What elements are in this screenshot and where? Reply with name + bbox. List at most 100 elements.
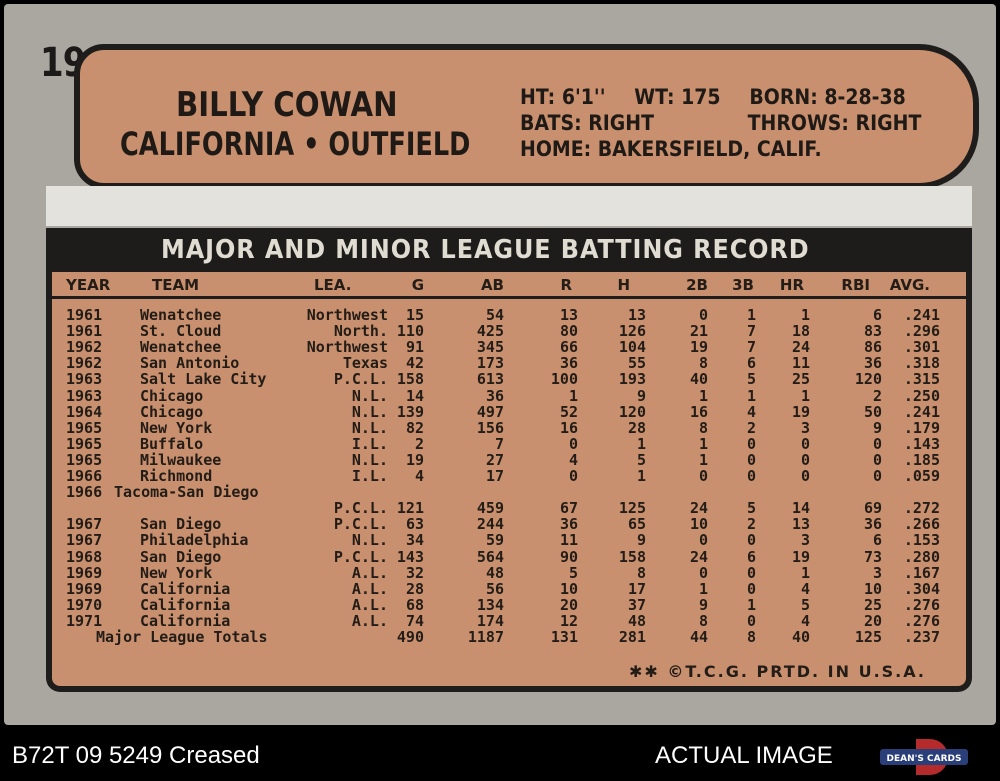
stat-cell: 1961: [66, 322, 103, 341]
column-header-rbi: RBI: [841, 276, 870, 294]
stat-cell: 100: [550, 370, 578, 389]
stat-cell: 1967: [66, 531, 103, 550]
team-position: CALIFORNIA • OUTFIELD: [120, 125, 471, 163]
stat-cell: 42: [405, 354, 424, 373]
totals-cell: 281: [618, 628, 646, 646]
stat-cell: 1: [698, 434, 708, 453]
column-header-lea: LEA.: [314, 276, 352, 294]
stat-cell: .143: [903, 434, 940, 453]
stat-cell: 125: [618, 499, 646, 518]
stat-cell: 24: [689, 547, 708, 566]
stat-cell: 14: [791, 499, 810, 518]
stat-cell: 10: [689, 515, 708, 534]
bio-height: HT: 6'1'': [520, 85, 606, 109]
stat-cell: 158: [618, 547, 646, 566]
stat-cell: 0: [746, 563, 756, 582]
stat-cell: 0: [800, 467, 810, 485]
stat-cell: .280: [903, 547, 940, 566]
stat-cell: 11: [559, 531, 578, 550]
stat-cell: .301: [903, 338, 940, 357]
stat-cell: 0: [746, 531, 756, 550]
stat-cell: 1: [800, 563, 810, 582]
stat-cell: 13: [559, 306, 578, 324]
stat-cell: 69: [863, 499, 882, 518]
bio-born: BORN: 8-28-38: [749, 85, 906, 109]
stat-cell: 10: [559, 579, 578, 598]
stat-cell: 16: [559, 418, 578, 437]
deans-cards-logo: DEAN'S CARDS: [880, 739, 968, 775]
stat-cell: 5: [636, 450, 646, 469]
stat-cell: 11: [791, 354, 810, 373]
stat-cell: N.L.: [351, 418, 388, 437]
totals-cell: 131: [550, 628, 578, 646]
stat-cell: California: [140, 595, 231, 614]
stat-cell: 36: [863, 354, 882, 373]
stat-cell: 36: [863, 515, 882, 534]
stat-cell: 9: [636, 386, 646, 405]
stat-cell: California: [140, 611, 231, 630]
stat-cell: 82: [405, 418, 424, 437]
stat-cell: Philadelphia: [140, 531, 249, 550]
stat-cell: 24: [689, 499, 708, 518]
stat-cell: 1971: [66, 611, 103, 630]
stat-cell: Texas: [342, 354, 388, 373]
stat-cell: 28: [405, 579, 424, 598]
stat-cell: .250: [903, 386, 940, 405]
stat-cell: 8: [636, 563, 646, 582]
baseball-card-back: 19 BILLY COWAN CALIFORNIA • OUTFIELD HT:…: [4, 4, 996, 725]
stat-cell: New York: [140, 563, 213, 582]
stat-cell: 1964: [66, 402, 103, 421]
stat-cell: 2: [414, 434, 424, 453]
stat-cell: 6: [872, 306, 882, 324]
stats-header-row: YEAR TEAM LEA. G AB R H 2B 3B HR RBI AVG.: [52, 272, 966, 299]
stat-cell: .241: [903, 402, 940, 421]
stat-cell: 19: [791, 547, 810, 566]
stat-cell: 54: [485, 306, 504, 324]
stat-cell: 25: [863, 595, 882, 614]
record-title-bar: MAJOR AND MINOR LEAGUE BATTING RECORD: [46, 228, 972, 272]
stat-cell: 0: [746, 611, 756, 630]
stat-cell: 4: [800, 579, 810, 598]
stat-cell: 20: [863, 611, 882, 630]
stat-cell: Northwest: [306, 338, 388, 357]
stat-cell: Northwest: [306, 306, 388, 324]
stat-cell: 40: [689, 370, 708, 389]
stat-cell: 66: [559, 338, 578, 357]
stat-cell: A.L.: [351, 563, 388, 582]
stat-cell: 1966: [66, 483, 103, 502]
stat-cell: .296: [903, 322, 940, 341]
stat-cell: California: [140, 579, 231, 598]
stat-cell: 56: [485, 579, 504, 598]
column-header-ab: AB: [480, 276, 504, 294]
stat-cell: Buffalo: [140, 434, 204, 453]
stat-cell: 21: [689, 322, 708, 341]
stat-cell: 0: [698, 467, 708, 485]
stat-cell: 1965: [66, 418, 103, 437]
totals-cell: 40: [791, 628, 810, 646]
stat-cell: 0: [698, 306, 708, 324]
stat-cell: 121: [396, 499, 424, 518]
column-header-2b: 2B: [686, 276, 708, 294]
record-title: MAJOR AND MINOR LEAGUE BATTING RECORD: [161, 235, 810, 265]
stat-cell: 8: [698, 354, 708, 373]
stat-cell: 7: [746, 338, 756, 357]
stat-cell: 17: [485, 467, 504, 485]
stat-cell: .266: [903, 515, 940, 534]
bio-weight: WT: 175: [634, 85, 721, 109]
column-header-h: H: [617, 276, 630, 294]
stat-cell: 139: [396, 402, 424, 421]
stat-cell: 0: [746, 450, 756, 469]
stat-cell: 1969: [66, 563, 103, 582]
stat-cell: .276: [903, 611, 940, 630]
stat-cell: 7: [494, 434, 504, 453]
stat-cell: 2: [872, 386, 882, 405]
stat-cell: 86: [863, 338, 882, 357]
stat-cell: 1966: [66, 467, 103, 485]
stat-cell: 1962: [66, 338, 103, 357]
stat-cell: 3: [800, 418, 810, 437]
stat-cell: 104: [618, 338, 646, 357]
stat-cell: .241: [903, 306, 940, 324]
stat-cell: 1968: [66, 547, 103, 566]
stat-cell: 1: [800, 306, 810, 324]
stat-cell: 52: [559, 402, 578, 421]
